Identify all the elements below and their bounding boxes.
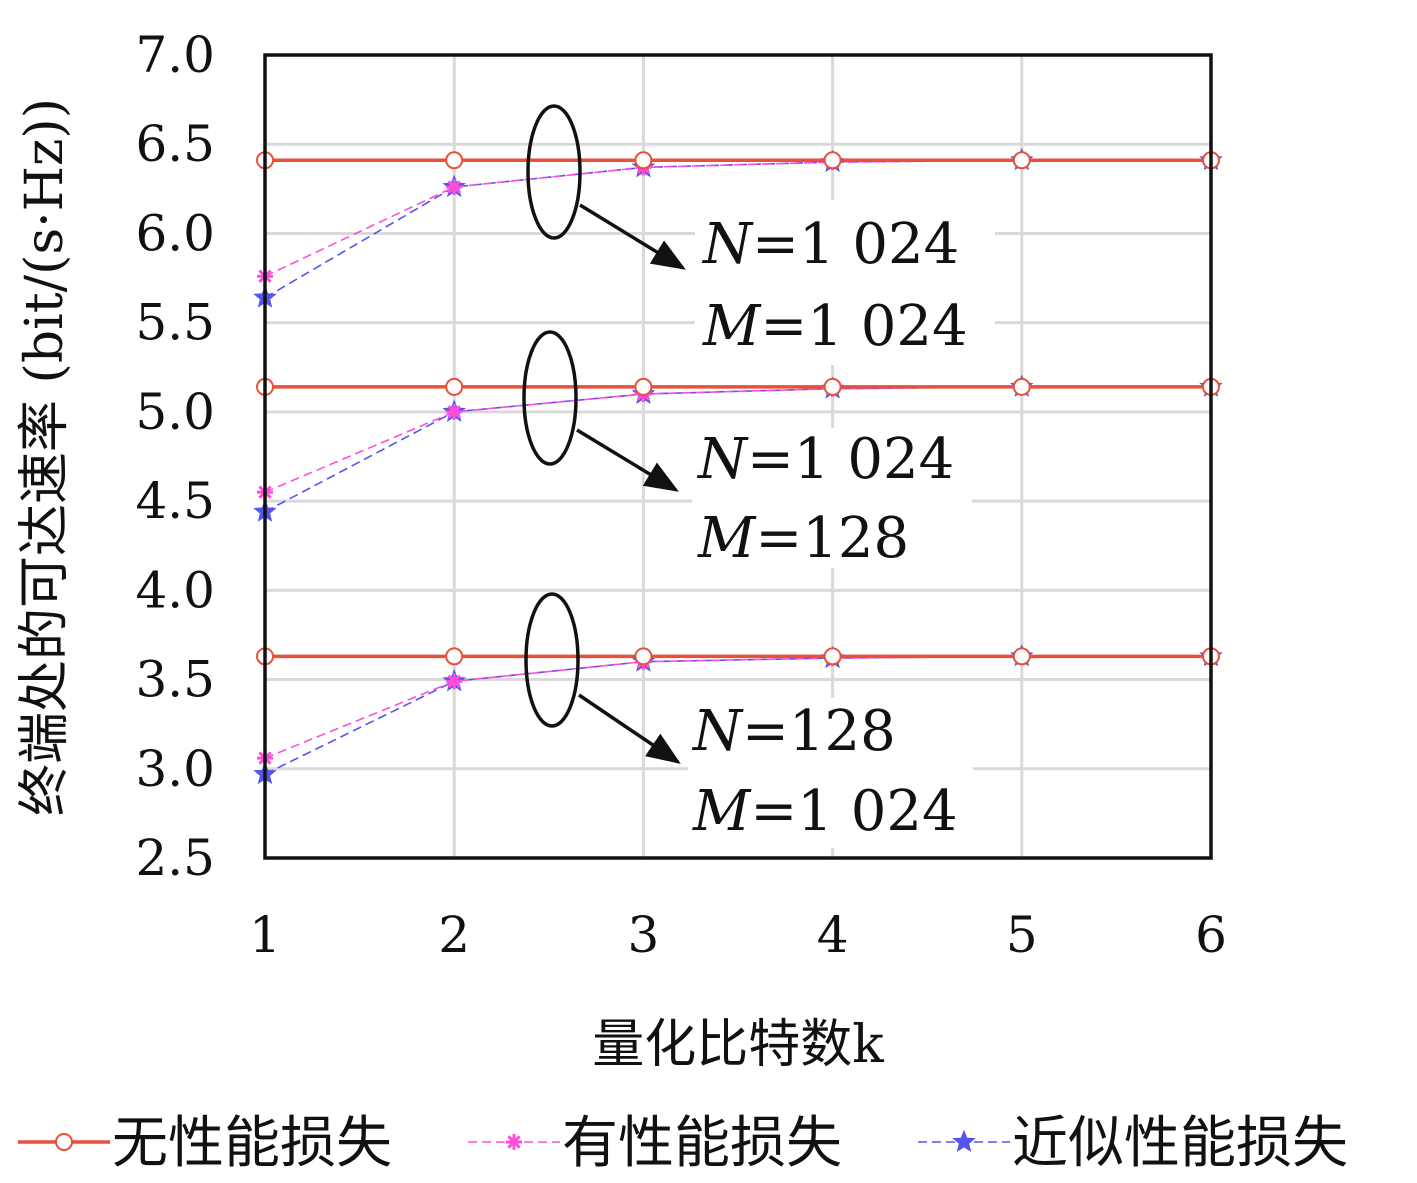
x-axis-label: 量化比特数k bbox=[592, 1015, 884, 1075]
y-tick-label: 3.0 bbox=[135, 740, 215, 798]
y-tick-label: 5.5 bbox=[135, 294, 215, 352]
data-point bbox=[634, 151, 653, 170]
y-tick-label: 4.0 bbox=[135, 561, 215, 619]
annotation-label: N=128 bbox=[691, 699, 896, 764]
data-point bbox=[823, 377, 842, 396]
legend-item-2: 有性能损失 bbox=[468, 1111, 842, 1176]
data-point bbox=[445, 377, 464, 396]
x-tick-label: 5 bbox=[1006, 906, 1038, 964]
data-point bbox=[446, 673, 463, 690]
annotation-3: N=128 M=1 024 bbox=[524, 592, 973, 848]
y-tick-label: 6.5 bbox=[135, 115, 215, 173]
annotation-label: N=1 024 bbox=[701, 212, 959, 277]
x-tick-label: 3 bbox=[627, 906, 659, 964]
data-point bbox=[823, 647, 842, 666]
data-point bbox=[446, 403, 463, 420]
annotation-ellipse bbox=[524, 592, 580, 728]
annotation-1: N=1 024 M=1 024 bbox=[526, 104, 995, 365]
annotation-ellipse bbox=[522, 330, 578, 466]
x-tick-label: 6 bbox=[1195, 906, 1227, 964]
y-tick-label: 2.5 bbox=[135, 829, 215, 887]
annotation-arrow bbox=[576, 428, 679, 492]
annotation-label: M=1 024 bbox=[692, 779, 958, 844]
x-tick-label: 4 bbox=[817, 906, 849, 964]
y-tick-label: 5.0 bbox=[135, 383, 215, 441]
annotation-background bbox=[692, 428, 972, 568]
data-point bbox=[1012, 647, 1031, 666]
data-point bbox=[634, 647, 653, 666]
annotation-background bbox=[688, 698, 973, 848]
legend-marker bbox=[506, 1134, 522, 1150]
annotation-arrow bbox=[579, 203, 686, 270]
legend-marker bbox=[952, 1129, 976, 1152]
legend-label: 有性能损失 bbox=[562, 1111, 842, 1176]
y-tick-label: 3.5 bbox=[135, 651, 215, 709]
legend-item-1: 无性能损失 bbox=[18, 1111, 392, 1176]
annotation-label: M=128 bbox=[697, 506, 909, 571]
y-tick-label: 7.0 bbox=[135, 26, 215, 84]
data-point bbox=[445, 647, 464, 666]
y-axis-label: 终端处的可达速率 (bit/(s·Hz)) bbox=[15, 98, 75, 816]
legend-label: 无性能损失 bbox=[112, 1111, 392, 1176]
legend-marker bbox=[55, 1133, 73, 1151]
legend: 无性能损失 有性能损失 近似性能损失 bbox=[18, 1111, 1348, 1176]
annotation-label: M=1 024 bbox=[702, 294, 968, 359]
annotation-background bbox=[695, 200, 995, 365]
series-line-3 bbox=[264, 655, 1211, 775]
annotation-2: N=1 024 M=128 bbox=[522, 330, 972, 571]
x-tick-label: 2 bbox=[438, 906, 470, 964]
annotation-ellipse bbox=[526, 104, 582, 240]
data-point bbox=[823, 151, 842, 170]
data-point bbox=[1012, 377, 1031, 396]
plot-frame bbox=[263, 53, 1213, 860]
legend-label: 近似性能损失 bbox=[1012, 1111, 1348, 1176]
annotations: N=1 024 M=1 024 N=1 024 M=128 N=128 M=1 024 bbox=[522, 104, 995, 848]
legend-item-3: 近似性能损失 bbox=[918, 1111, 1348, 1176]
x-tick-label: 1 bbox=[249, 906, 281, 964]
annotation-arrow bbox=[578, 693, 681, 764]
y-tick-label: 4.5 bbox=[135, 472, 215, 530]
data-point bbox=[634, 377, 653, 396]
data-point bbox=[445, 151, 464, 170]
annotation-label: N=1 024 bbox=[696, 427, 954, 492]
y-tick-label: 6.0 bbox=[135, 204, 215, 262]
data-point bbox=[1012, 151, 1031, 170]
series-group-3 bbox=[253, 644, 1223, 785]
series-group-2 bbox=[253, 374, 1223, 522]
tick-labels: 1 2 3 4 5 6 2.5 3.0 3.5 4.0 4.5 5.0 5.5 6.0 6.5 7.0 bbox=[135, 26, 1226, 964]
data-point bbox=[446, 179, 463, 196]
series-line-2 bbox=[264, 159, 1211, 278]
